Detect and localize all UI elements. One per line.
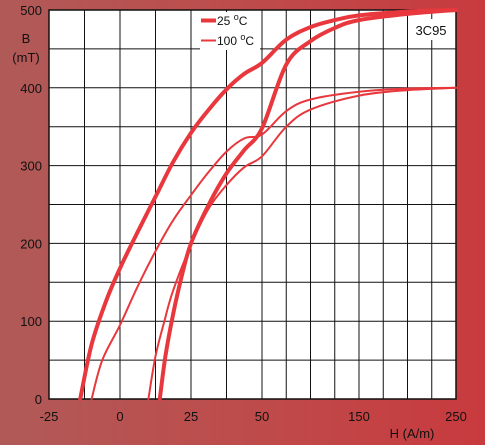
curve-25c-descending-branch xyxy=(78,8,458,401)
legend-label-100c: 100 oC xyxy=(217,32,254,48)
legend-label-100c-value: 100 xyxy=(217,34,240,48)
legend-background xyxy=(200,12,260,50)
plot-border xyxy=(48,9,457,400)
material-label: 3C95 xyxy=(415,23,446,38)
legend-label-25c: 25 oC xyxy=(217,12,248,28)
x-tick-label: 0 xyxy=(116,409,123,424)
x-tick-labels: -25 0 25 50 150 250 xyxy=(40,409,467,424)
curve-25c-ascending-branch xyxy=(157,8,458,401)
x-tick-label: -25 xyxy=(40,409,59,424)
curves xyxy=(78,8,458,401)
x-tick-label: 150 xyxy=(348,409,370,424)
x-tick-label: 250 xyxy=(445,409,467,424)
x-tick-label: 50 xyxy=(255,409,269,424)
legend: 25 oC 100 oC xyxy=(200,12,260,50)
y-tick-label: 100 xyxy=(20,314,42,329)
legend-label-100c-degree: o xyxy=(240,32,245,42)
y-tick-labels: 0 100 200 300 400 500 xyxy=(20,3,42,407)
y-tick-label: 200 xyxy=(20,236,42,251)
x-axis-label: H (A/m) xyxy=(390,426,435,441)
legend-label-100c-unit: C xyxy=(245,34,254,48)
x-tick-label: 25 xyxy=(184,409,198,424)
legend-label-25c-degree: o xyxy=(234,12,239,22)
legend-label-25c-value: 25 xyxy=(217,14,234,28)
y-tick-label: 0 xyxy=(35,392,42,407)
y-axis-label-line2: (mT) xyxy=(12,50,39,65)
material-annotation: 3C95 xyxy=(408,19,454,40)
y-tick-label: 300 xyxy=(20,159,42,174)
curve-100c-descending-branch xyxy=(90,86,457,400)
y-tick-label: 400 xyxy=(20,81,42,96)
curve-100c-ascending-branch xyxy=(147,86,457,400)
legend-label-25c-unit: C xyxy=(239,14,248,28)
annotation-background xyxy=(408,19,454,40)
y-tick-label: 500 xyxy=(20,3,42,18)
y-axis-label-line1: B xyxy=(22,31,31,46)
